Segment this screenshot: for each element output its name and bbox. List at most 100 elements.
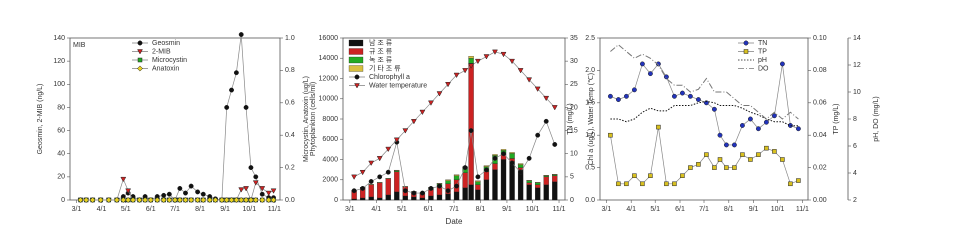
x-tick-label: 11/1 [268, 206, 281, 213]
x-tick-label: 9/1 [220, 206, 230, 213]
legend-swatch [348, 39, 364, 47]
y-tick-label: 0.0 [585, 197, 595, 204]
data-point [243, 104, 249, 110]
y-axis-label: TN (mg/L) [567, 103, 574, 135]
data-point [265, 190, 272, 197]
data-point [517, 68, 524, 74]
data-point [218, 197, 225, 203]
data-point [368, 179, 374, 184]
data-point [233, 70, 239, 76]
bar-segment [468, 63, 474, 185]
data-point [679, 90, 685, 96]
data-point [483, 54, 490, 60]
bar-segment [543, 175, 549, 176]
data-point [631, 87, 637, 93]
y-tick-label: 16000 [319, 35, 339, 42]
data-point [243, 197, 250, 203]
bar-segment [394, 169, 400, 171]
bar-segment [468, 56, 474, 59]
data-point [740, 152, 745, 157]
y-tick-label: 6000 [322, 136, 338, 143]
bar-segment [535, 182, 541, 183]
data-point [717, 132, 723, 138]
data-point [243, 186, 250, 192]
data-point [788, 181, 793, 187]
x-tick-label: 6/1 [146, 206, 156, 213]
data-point [723, 142, 729, 148]
data-point [509, 58, 515, 65]
legend-label: TN [758, 40, 767, 47]
bar-segment [453, 174, 460, 176]
data-point [83, 197, 90, 203]
bar-segment [453, 175, 460, 180]
data-point [105, 197, 112, 203]
legend-marker [137, 40, 143, 46]
data-point [607, 93, 613, 99]
y2-axis-label: Microcystin, Anatoxin (ug/L) [303, 76, 310, 162]
y2-tick-label: 20 [570, 104, 578, 111]
data-point [259, 191, 265, 197]
data-point [763, 119, 769, 125]
y-tick-label: 1.5 [585, 100, 595, 107]
y3-tick-label: 2 [853, 197, 857, 204]
data-point [483, 167, 489, 173]
data-point [462, 165, 468, 171]
data-point [474, 58, 481, 65]
data-point [454, 183, 460, 189]
data-point [664, 181, 669, 187]
y2-tick-label: 15 [570, 127, 578, 134]
bar-segment [411, 196, 417, 201]
legend-label: 기 타 조 류 [369, 63, 401, 72]
data-point [703, 100, 709, 106]
data-point [402, 188, 408, 194]
legend-marker [354, 74, 360, 80]
bar-segment [526, 180, 532, 181]
y3-axis-label: pH, DO (mg/L) [873, 96, 880, 142]
bar-segment [552, 174, 558, 176]
data-point [351, 188, 357, 194]
data-point [411, 190, 417, 196]
data-point [445, 188, 451, 194]
bar-segment [535, 182, 541, 185]
bar-segment [377, 197, 383, 201]
data-point [648, 173, 653, 178]
legend-label: TP [758, 48, 767, 55]
x-tick-label: 3/1 [602, 206, 612, 213]
data-point [551, 105, 558, 111]
data-point [696, 162, 701, 167]
data-point [252, 197, 259, 203]
data-point [437, 183, 442, 189]
x-tick-label: 8/1 [476, 206, 486, 213]
data-point [393, 137, 400, 143]
legend-label: 녹 조 류 [369, 56, 393, 64]
plot-frame [599, 37, 809, 201]
data-point [253, 174, 259, 180]
data-point [195, 189, 201, 195]
data-point [259, 186, 266, 192]
bar-segment [475, 184, 481, 191]
y2-tick-label: 35 [570, 35, 578, 42]
bar-segment [517, 163, 524, 165]
data-point [671, 93, 677, 99]
y3-tick-label: 4 [853, 170, 857, 177]
data-point [534, 86, 541, 92]
data-point [535, 132, 541, 138]
x-tick-label: 9/1 [502, 206, 512, 213]
data-point [695, 97, 701, 103]
legend-marker [137, 49, 143, 55]
data-point [475, 174, 481, 180]
legend-label: Water temperature [369, 82, 427, 89]
y-tick-label: 140 [53, 35, 65, 42]
data-point [176, 197, 183, 203]
data-point [747, 116, 753, 122]
data-point [552, 142, 558, 147]
legend-label: Anatoxin [152, 65, 179, 72]
y2-tick-label: 0.08 [813, 67, 827, 74]
x-tick-label: 7/1 [699, 206, 709, 213]
data-point [445, 82, 451, 88]
data-point [120, 176, 127, 183]
data-point [161, 192, 167, 198]
y-tick-label: 4000 [322, 156, 338, 163]
data-point [183, 190, 188, 196]
y-tick-label: 100 [53, 81, 65, 88]
